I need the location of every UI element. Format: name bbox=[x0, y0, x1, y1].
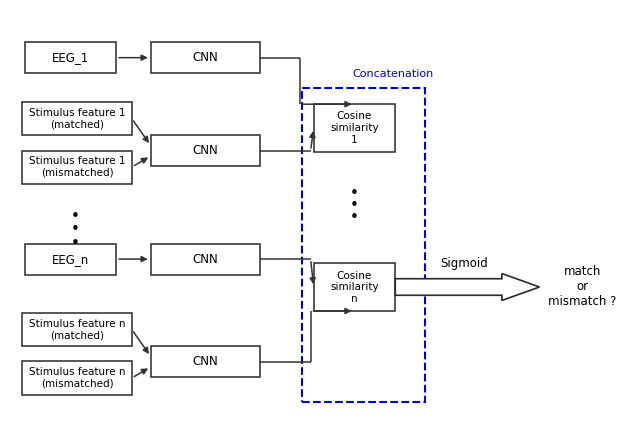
Text: •: • bbox=[71, 236, 80, 251]
Polygon shape bbox=[396, 274, 540, 301]
Bar bbox=[150, 346, 260, 377]
Bar bbox=[22, 361, 132, 395]
Text: •: • bbox=[350, 210, 359, 225]
Bar bbox=[22, 150, 132, 183]
Text: CNN: CNN bbox=[193, 144, 218, 157]
Text: CNN: CNN bbox=[193, 51, 218, 64]
Bar bbox=[150, 244, 260, 275]
Text: •: • bbox=[350, 198, 359, 213]
Text: match
or
mismatch ?: match or mismatch ? bbox=[548, 265, 616, 308]
Text: CNN: CNN bbox=[193, 253, 218, 266]
Bar bbox=[314, 104, 396, 152]
Text: Stimulus feature n
(mismatched): Stimulus feature n (mismatched) bbox=[29, 367, 125, 389]
Text: •: • bbox=[71, 209, 80, 224]
Text: EEG_n: EEG_n bbox=[52, 253, 90, 266]
Text: EEG_1: EEG_1 bbox=[52, 51, 90, 64]
Bar bbox=[314, 264, 396, 311]
Bar bbox=[25, 42, 116, 73]
Text: •: • bbox=[71, 223, 80, 238]
Text: Cosine
similarity
1: Cosine similarity 1 bbox=[330, 111, 379, 145]
Text: Concatenation: Concatenation bbox=[352, 70, 433, 79]
Text: Stimulus feature 1
(mismatched): Stimulus feature 1 (mismatched) bbox=[29, 156, 125, 178]
Text: Cosine
similarity
n: Cosine similarity n bbox=[330, 271, 379, 304]
Text: Stimulus feature 1
(matched): Stimulus feature 1 (matched) bbox=[29, 108, 125, 129]
Bar bbox=[150, 42, 260, 73]
Text: Sigmoid: Sigmoid bbox=[440, 257, 488, 271]
Bar bbox=[22, 102, 132, 135]
Bar bbox=[25, 244, 116, 275]
Bar bbox=[22, 313, 132, 346]
Text: CNN: CNN bbox=[193, 355, 218, 368]
Bar bbox=[150, 135, 260, 166]
Text: •: • bbox=[350, 186, 359, 201]
Bar bbox=[303, 88, 425, 402]
Text: Stimulus feature n
(matched): Stimulus feature n (matched) bbox=[29, 319, 125, 341]
